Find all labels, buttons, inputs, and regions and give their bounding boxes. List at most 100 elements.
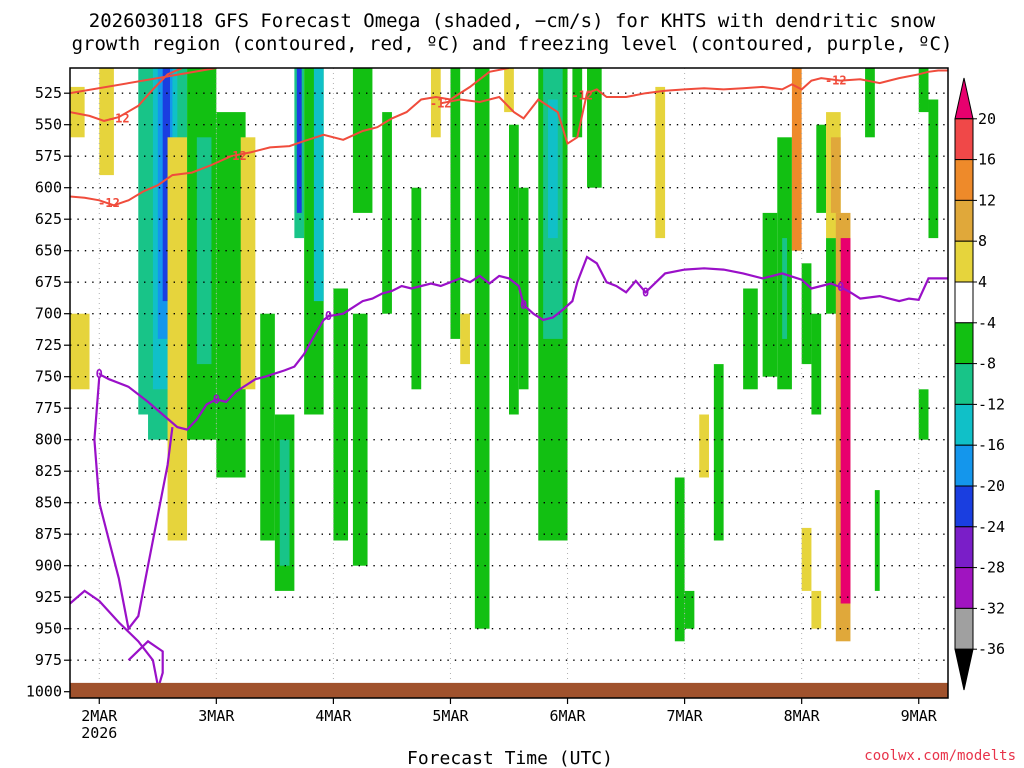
omega-cell (791, 68, 802, 251)
colorbar-label: -32 (978, 599, 1005, 617)
x-tick-label: 6MAR (549, 707, 586, 725)
colorbar-label: -12 (978, 395, 1005, 413)
omega-cell (918, 68, 929, 113)
omega-cell (509, 124, 519, 415)
colorbar-segment (954, 526, 974, 569)
omega-cell (240, 137, 256, 390)
y-tick-label: 550 (35, 116, 62, 134)
colorbar-label: 20 (978, 110, 996, 128)
omega-shading (70, 68, 939, 642)
omega-cell (782, 238, 788, 339)
omega-cell (928, 99, 939, 239)
omega-cell (352, 68, 373, 213)
freezing-contour-label: 0 (213, 392, 220, 406)
colorbar-label: -24 (978, 518, 1005, 536)
colorbar-label: 16 (978, 151, 996, 169)
omega-cell (655, 86, 666, 239)
colorbar-label: -16 (978, 436, 1005, 454)
freezing-contour-freezing_loop_lower (127, 639, 164, 690)
omega-cell (811, 590, 822, 629)
dgz-contour-label: -12 (571, 89, 593, 103)
y-tick-label: 725 (35, 336, 62, 354)
freezing-contour-freezing_loop_inner (70, 589, 159, 698)
omega-cell (587, 68, 602, 188)
omega-cell (313, 68, 324, 302)
colorbar-label: -36 (978, 640, 1005, 658)
freezing-contour-freezing_main (98, 255, 948, 431)
plot-area: -12 -12 -12 -12 -12 -12 0 0 0 0 0 0 (69, 67, 949, 699)
colorbar-label: -28 (978, 559, 1005, 577)
dgz-contour-dgz_upper_late (70, 68, 217, 95)
freezing-contour-label: 0 (837, 280, 844, 294)
freezing-contour-label: 0 (96, 367, 103, 381)
colorbar-segment (954, 118, 974, 161)
y-tick-label: 875 (35, 525, 62, 543)
dgz-contour-label: -12 (225, 149, 247, 163)
omega-cell (352, 313, 368, 566)
dgz-contour-label: -12 (98, 196, 120, 210)
y-tick-label: 925 (35, 588, 62, 606)
plot-frame (69, 67, 949, 699)
x-axis-label: Forecast Time (UTC) (407, 748, 613, 768)
terrain-ground (70, 682, 948, 698)
omega-cell (811, 313, 822, 415)
omega-cell (430, 68, 441, 138)
colorbar-segment (954, 607, 974, 650)
omega-cell (743, 288, 758, 390)
colorbar-label: -20 (978, 477, 1005, 495)
omega-cell (713, 364, 724, 541)
omega-cell (801, 263, 812, 365)
y-tick-label: 825 (35, 462, 62, 480)
omega-cell (411, 187, 422, 390)
colorbar-label: 8 (978, 232, 987, 250)
colorbar: 20 16 12 8 4 -4 -8 -12 -16 -20 -24 -28 -32 -36 (954, 77, 1005, 691)
omega-cell (918, 389, 929, 440)
omega-cell (70, 313, 90, 390)
omega-cell (874, 490, 880, 591)
omega-cell (865, 68, 875, 138)
omega-cell (674, 477, 685, 642)
omega-cell (450, 68, 461, 339)
omega-cell (548, 99, 558, 239)
colorbar-segment (954, 240, 974, 283)
colorbar-cap-top (954, 77, 974, 120)
colorbar-segment (954, 403, 974, 446)
freezing-contour-label: 0 (520, 298, 527, 312)
omega-cell (518, 187, 529, 390)
omega-cell (474, 68, 490, 629)
y-tick-label: 975 (35, 651, 62, 669)
y-axis: 525 550 575 600 625 650 675 700 725 750 775 800 825 8… (26, 84, 70, 701)
freezing-contour-label: 0 (325, 309, 332, 323)
colorbar-segment (954, 199, 974, 242)
colorbar-segment (954, 322, 974, 365)
chart-title-line1: 2026030118 GFS Forecast Omega (shaded, −… (89, 10, 936, 32)
x-tick-label: 9MAR (901, 707, 938, 725)
y-tick-label: 525 (35, 84, 62, 102)
dgz-contour-label: -12 (430, 96, 452, 110)
y-tick-label: 800 (35, 431, 62, 449)
omega-cell (99, 68, 114, 176)
omega-cell (684, 590, 695, 629)
omega-cell (333, 288, 349, 541)
y-tick-label: 575 (35, 147, 62, 165)
omega-cell (801, 527, 812, 591)
omega-cell (162, 68, 170, 302)
omega-cell (762, 212, 778, 377)
x-tick-sublabel: 2026 (81, 724, 117, 742)
y-tick-label: 900 (35, 557, 62, 575)
y-tick-label: 850 (35, 494, 62, 512)
dgz-contour-dgz_main (440, 69, 948, 146)
colorbar-segment (954, 363, 974, 405)
colorbar-label: -4 (978, 314, 996, 332)
colorbar-cap-bottom (954, 648, 974, 691)
colorbar-segment (954, 281, 974, 324)
dgz-contour-label: -12 (108, 111, 130, 125)
y-tick-label: 625 (35, 210, 62, 228)
omega-cell (572, 68, 583, 138)
colorbar-label: 4 (978, 273, 987, 291)
y-tick-label: 1000 (26, 683, 62, 701)
omega-cell (504, 68, 514, 113)
y-tick-label: 950 (35, 620, 62, 638)
colorbar-label: 12 (978, 191, 996, 209)
